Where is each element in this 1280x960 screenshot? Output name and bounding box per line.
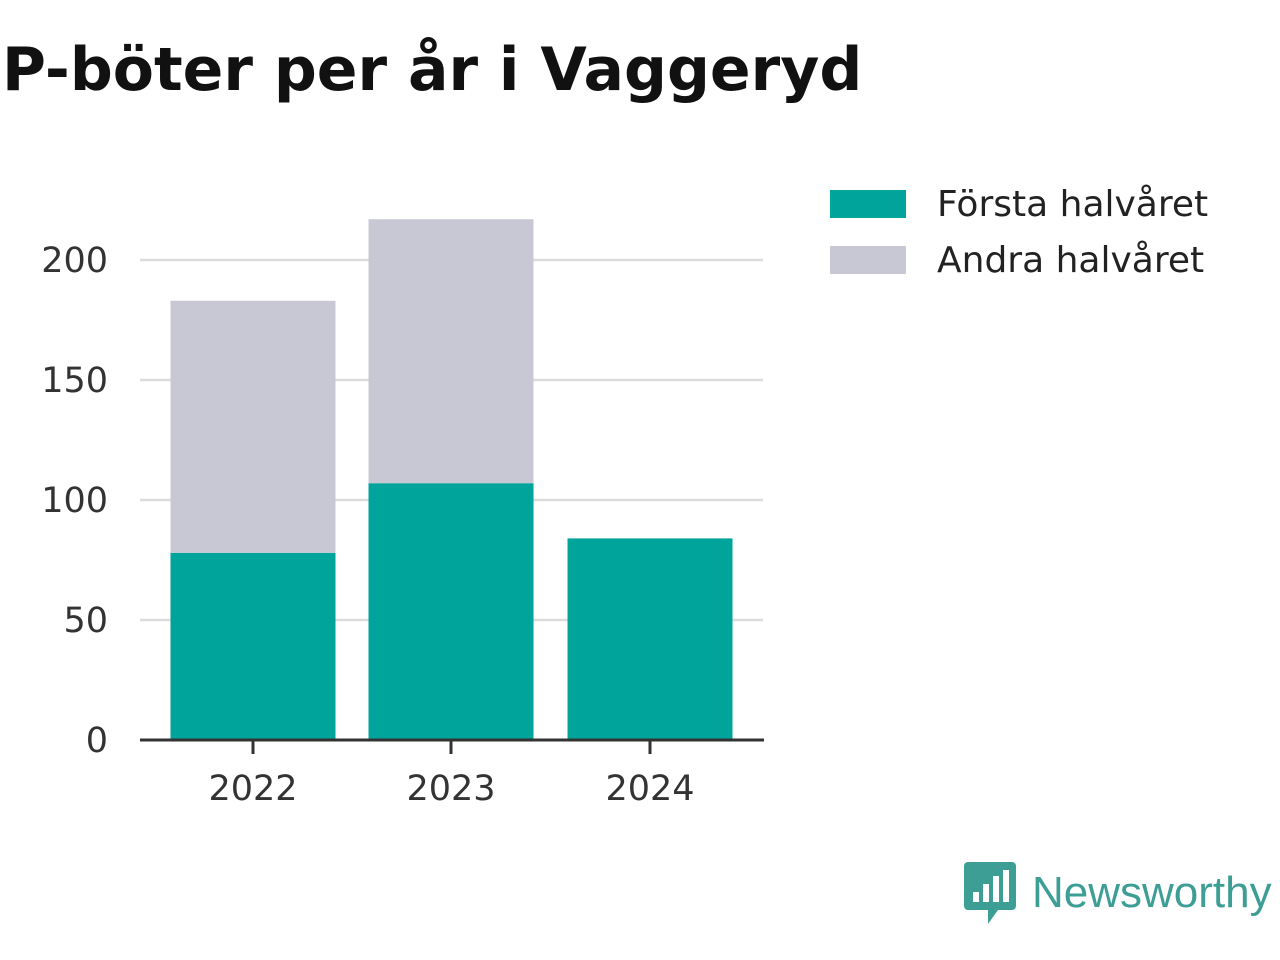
y-tick-label-50: 50	[63, 601, 108, 641]
y-tick-label-0: 0	[86, 721, 108, 761]
brand-logo: Newsworthy	[964, 862, 1272, 924]
bar-2022-series-1	[170, 300, 336, 553]
axes: 0 50 100 150 200 2022 2023 2024	[41, 241, 764, 809]
legend-swatch-first-half	[830, 190, 906, 218]
bar-2024-series-0	[567, 538, 733, 740]
legend-item-second-half: Andra halvåret	[830, 232, 1208, 288]
bar-2023-series-0	[368, 483, 534, 740]
legend: Första halvåret Andra halvåret	[830, 176, 1208, 288]
y-tick-label-100: 100	[41, 481, 108, 521]
legend-swatch-second-half	[830, 246, 906, 274]
x-tick-label-2024: 2024	[605, 769, 694, 809]
speech-bubble-bar-chart-icon	[964, 862, 1016, 924]
x-tick-label-2022: 2022	[208, 769, 297, 809]
legend-label-second-half: Andra halvåret	[937, 239, 1205, 281]
legend-label-first-half: Första halvåret	[937, 183, 1209, 225]
y-tick-label-150: 150	[41, 361, 108, 401]
bar-2023-series-1	[368, 219, 534, 484]
bars	[170, 219, 733, 740]
chart-title: P-böter per år i Vaggeryd	[2, 35, 863, 105]
brand-name: Newsworthy	[1032, 868, 1272, 917]
x-tick-label-2023: 2023	[406, 769, 495, 809]
bar-2022-series-0	[170, 552, 336, 740]
legend-item-first-half: Första halvåret	[830, 176, 1208, 232]
y-tick-label-200: 200	[41, 241, 108, 281]
